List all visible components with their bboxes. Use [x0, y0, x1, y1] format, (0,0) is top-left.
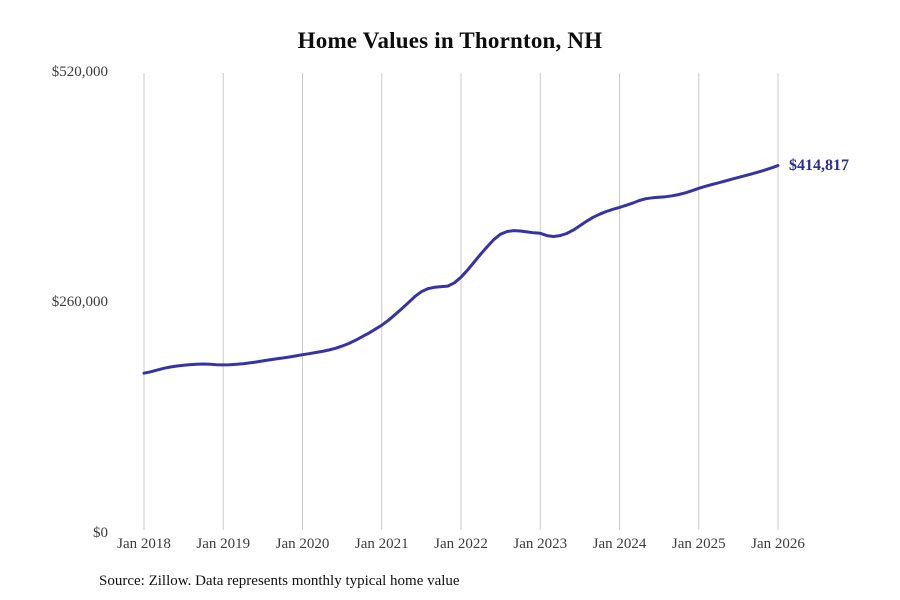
y-tick-label: $260,000: [51, 294, 108, 311]
x-tick-label: Jan 2020: [275, 536, 330, 552]
x-tick-label: Jan 2019: [196, 536, 251, 552]
source-note: Source: Zillow. Data represents monthly …: [99, 573, 460, 589]
y-tick-label: $0: [93, 524, 108, 541]
x-tick-label: Jan 2024: [592, 536, 647, 552]
home-value-line: [142, 164, 780, 375]
x-tick-label: Jan 2018: [117, 536, 171, 552]
x-tick-label: Jan 2026: [751, 536, 805, 552]
x-tick-label: Jan 2025: [671, 536, 726, 552]
x-tick-label: Jan 2023: [513, 536, 568, 552]
y-tick-label: $520,000: [51, 64, 108, 80]
x-tick-label: Jan 2022: [434, 536, 488, 552]
chart-title: Home Values in Thornton, NH: [297, 28, 603, 53]
last-value-label: $414,817: [789, 156, 849, 174]
x-tick-label: Jan 2021: [354, 536, 409, 552]
